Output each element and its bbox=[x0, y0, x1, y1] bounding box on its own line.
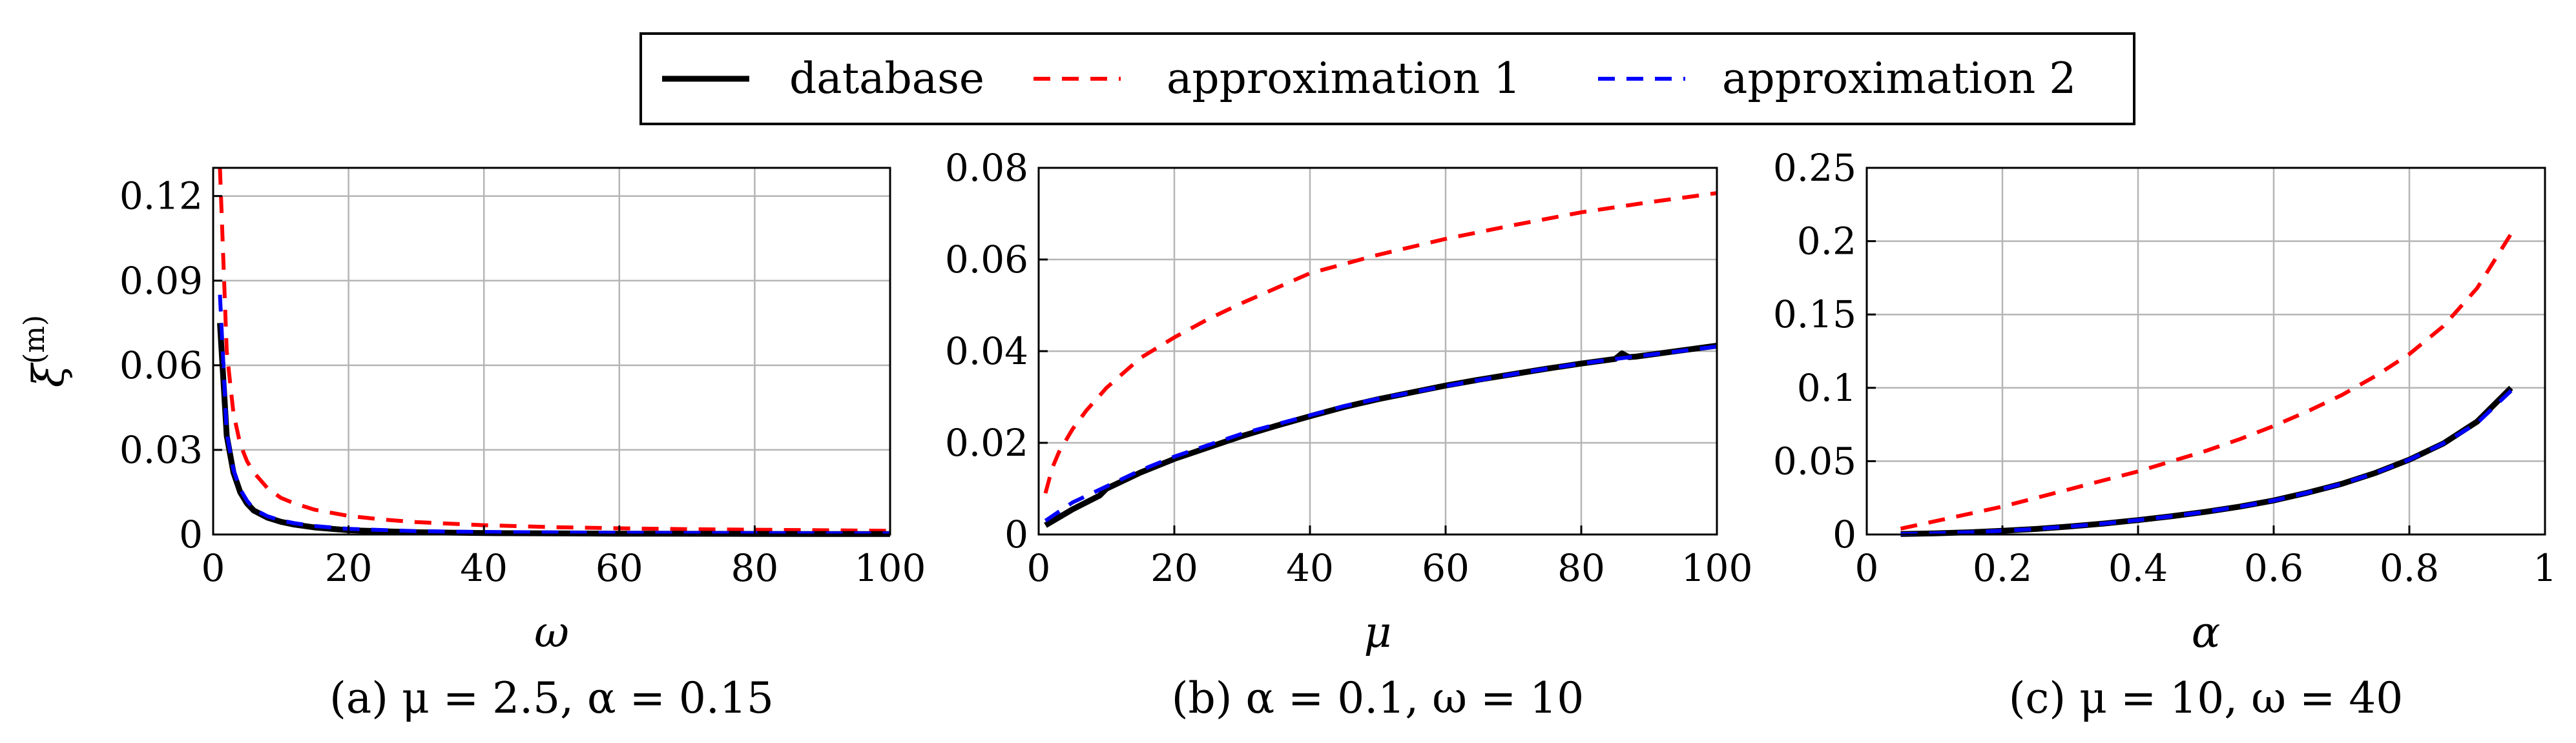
panel-a-x-axis-label: ω bbox=[534, 607, 569, 657]
panel-a-x-tick-label: 80 bbox=[731, 546, 778, 590]
panel-a-y-tick-label: 0.03 bbox=[119, 428, 203, 472]
panel-a-series-approximation-2 bbox=[218, 294, 891, 536]
panel-b-y-tick-label: 0 bbox=[1004, 513, 1028, 556]
panel-a-y-tick-label: 0.06 bbox=[119, 343, 203, 387]
panel-b-series bbox=[1043, 191, 1718, 528]
panel-c-x-axis-label: α bbox=[2192, 607, 2221, 657]
panel-a: 0 20 40 60 80 100 0 0.03 0.06 0.09 0.12 ω ξ(m) (a)… bbox=[18, 167, 926, 723]
legend: database approximation 1 approximation 2 bbox=[639, 32, 2135, 125]
panel-a-x-tick-label: 100 bbox=[855, 546, 926, 590]
legend-label-approximation-1: approximation 1 bbox=[1167, 54, 1521, 103]
panel-c-y-tick-label: 0.1 bbox=[1797, 366, 1856, 410]
legend-label-approximation-2: approximation 2 bbox=[1722, 54, 2076, 103]
legend-label-database: database bbox=[789, 54, 984, 103]
panel-b-grid bbox=[1037, 167, 1718, 536]
panel-a-y-axis-label-superscript: (m) bbox=[18, 315, 51, 364]
panel-a-series bbox=[217, 167, 891, 537]
panel-b-caption: (b) α = 0.1, ω = 10 bbox=[1172, 673, 1584, 723]
panel-a-x-tick-label: 0 bbox=[202, 546, 225, 590]
panel-c-plot-frame bbox=[1865, 167, 2546, 536]
panel-b-x-tick-label: 80 bbox=[1557, 546, 1605, 590]
panel-c-x-tick-label: 0.2 bbox=[1973, 546, 2032, 590]
panel-b-y-tick-label: 0.04 bbox=[945, 329, 1028, 373]
panel-c-y-tick-label: 0 bbox=[1833, 513, 1856, 556]
panel-b-series-approximation-2 bbox=[1044, 344, 1718, 523]
panel-b-x-tick-label: 100 bbox=[1681, 546, 1753, 590]
panel-a-y-tick-label: 0.09 bbox=[119, 259, 203, 303]
panel-a-y-tick-label: 0.12 bbox=[119, 174, 203, 218]
panel-a-grid bbox=[212, 168, 891, 536]
panel-b-ticks: 0 20 40 60 80 100 0 0.02 0.04 0.06 0.08 bbox=[945, 146, 1753, 590]
panel-c-y-tick-label: 0.15 bbox=[1773, 292, 1856, 336]
panel-c-x-tick-label: 0.4 bbox=[2108, 546, 2168, 590]
panel-b-x-tick-label: 20 bbox=[1150, 546, 1198, 590]
panel-a-caption: (a) μ = 2.5, α = 0.15 bbox=[329, 673, 774, 723]
panel-c-y-tick-label: 0.2 bbox=[1797, 219, 1856, 263]
panel-a-y-tick-label: 0 bbox=[179, 513, 203, 556]
panel-b-x-tick-label: 60 bbox=[1422, 546, 1470, 590]
panel-c-series bbox=[1900, 232, 2513, 537]
panel-b: 0 20 40 60 80 100 0 0.02 0.04 0.06 0.08 μ (b) α = … bbox=[945, 146, 1753, 723]
panel-b-y-tick-label: 0.06 bbox=[945, 238, 1028, 281]
panel-b-series-database bbox=[1044, 343, 1718, 528]
panel-a-x-tick-label: 60 bbox=[596, 546, 643, 590]
panel-a-series-approximation-1 bbox=[218, 167, 891, 533]
panel-a-plot-frame bbox=[212, 167, 891, 536]
panel-c-y-tick-label: 0.05 bbox=[1773, 439, 1856, 483]
panel-c-ticks: 0 0.2 0.4 0.6 0.8 1 0 0.05 0.1 0.15 0.2 0.25 bbox=[1773, 146, 2557, 590]
panel-c-y-tick-label: 0.25 bbox=[1773, 146, 1856, 190]
panel-a-series-database bbox=[217, 323, 891, 537]
panel-b-x-tick-label: 40 bbox=[1286, 546, 1334, 590]
panel-a-x-tick-label: 40 bbox=[460, 546, 508, 590]
panel-b-x-axis-label: μ bbox=[1364, 607, 1392, 657]
panel-c-caption: (c) μ = 10, ω = 40 bbox=[2009, 673, 2404, 723]
panel-a-x-tick-label: 20 bbox=[325, 546, 373, 590]
panel-a-y-axis-label: ξ(m) bbox=[18, 315, 74, 387]
panel-b-y-tick-label: 0.08 bbox=[945, 146, 1028, 190]
panel-b-x-tick-label: 0 bbox=[1027, 546, 1051, 590]
panel-c-x-tick-label: 0.8 bbox=[2380, 546, 2439, 590]
panel-c: 0 0.2 0.4 0.6 0.8 1 0 0.05 0.1 0.15 0.2 0.25 α (c) … bbox=[1773, 146, 2557, 723]
panel-c-x-tick-label: 1 bbox=[2533, 546, 2557, 590]
panel-c-series-approximation-1 bbox=[1900, 232, 2513, 531]
panel-a-y-axis-label-symbol: ξ bbox=[24, 361, 74, 387]
panel-c-x-tick-label: 0 bbox=[1855, 546, 1879, 590]
legend-box bbox=[639, 32, 2135, 125]
panel-a-ticks: 0 20 40 60 80 100 0 0.03 0.06 0.09 0.12 bbox=[119, 174, 926, 590]
panel-c-x-tick-label: 0.6 bbox=[2244, 546, 2303, 590]
panel-c-grid bbox=[1865, 167, 2546, 536]
panel-b-y-tick-label: 0.02 bbox=[945, 421, 1028, 465]
panel-b-series-approximation-1 bbox=[1043, 191, 1718, 494]
